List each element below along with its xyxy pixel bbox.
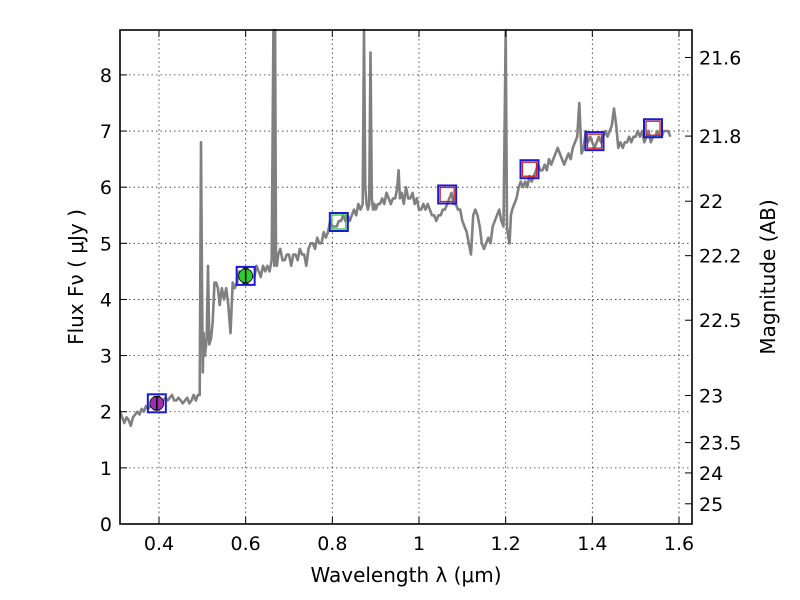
model-photometry-box xyxy=(437,184,458,205)
y-tick-label: 0 xyxy=(100,514,112,536)
y2-tick-label: 22.2 xyxy=(699,246,741,268)
upper-limit-box xyxy=(586,133,603,149)
model-photometry-box xyxy=(584,131,605,152)
y2-tick-label: 21.8 xyxy=(699,126,741,148)
upper-limit-box xyxy=(331,214,347,230)
y2-tick-label: 25 xyxy=(699,494,723,516)
y2-axis-label: Magnitude (AB) xyxy=(756,199,780,354)
x-tick-label: 1.6 xyxy=(664,533,694,555)
model-photometry-box xyxy=(519,159,540,180)
y2-tick-label: 24 xyxy=(699,463,723,485)
x-tick-label: 0.6 xyxy=(231,533,261,555)
x-tick-label: 1.2 xyxy=(491,533,521,555)
y-tick-label: 2 xyxy=(100,402,112,424)
model-photometry-box xyxy=(146,393,167,414)
axis-ticks: 0.4 0.6 0.8 1 1.2 1.4 1.601234567821.621.82222… xyxy=(100,30,741,555)
spectrum-line xyxy=(118,28,672,428)
y-tick-label: 3 xyxy=(100,346,112,368)
x-tick-label: 1 xyxy=(413,533,425,555)
x-tick-label: 1.4 xyxy=(577,533,607,555)
model-photometry-box xyxy=(328,211,349,232)
photometry-layer xyxy=(146,118,663,414)
y2-tick-label: 22 xyxy=(699,191,723,213)
y2-tick-label: 21.6 xyxy=(699,48,741,70)
y-axis-label: Flux Fν ( μJy ) xyxy=(64,209,88,345)
y-tick-label: 6 xyxy=(100,177,112,199)
y-tick-label: 1 xyxy=(100,458,112,480)
upper-limit-box xyxy=(521,161,538,177)
x-tick-label: 0.8 xyxy=(317,533,347,555)
y-tick-label: 5 xyxy=(100,233,112,255)
y-tick-label: 8 xyxy=(100,65,112,87)
upper-limit-box xyxy=(645,120,661,136)
y-tick-label: 4 xyxy=(100,289,112,311)
y2-tick-label: 23 xyxy=(699,385,723,407)
model-photometry-box xyxy=(235,265,256,286)
spectrum-layer xyxy=(118,28,672,428)
x-tick-label: 0.4 xyxy=(144,533,174,555)
x-axis-label: Wavelength λ (μm) xyxy=(310,563,501,587)
y-tick-label: 7 xyxy=(100,121,112,143)
upper-limit-box xyxy=(439,186,455,203)
y2-tick-label: 23.5 xyxy=(699,433,741,455)
model-photometry-box xyxy=(643,118,663,139)
plot-frame xyxy=(119,29,693,525)
y2-tick-label: 22.5 xyxy=(699,310,741,332)
